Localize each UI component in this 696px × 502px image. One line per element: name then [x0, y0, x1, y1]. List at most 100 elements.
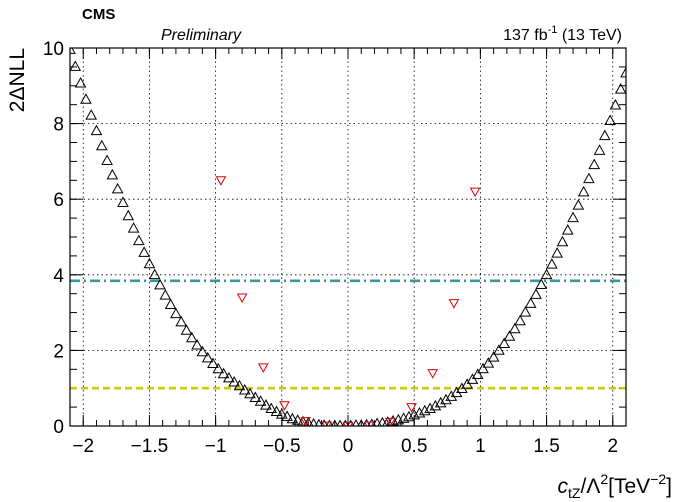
scan-point-black — [159, 289, 172, 300]
scan-point-red — [469, 187, 481, 198]
scan-point-black — [207, 357, 219, 369]
scan-point-black — [286, 412, 299, 424]
scan-point-black — [90, 124, 103, 136]
scan-point-black — [418, 404, 431, 416]
x-tick-label: −0.5 — [263, 436, 301, 457]
scan-point-black — [572, 199, 585, 210]
scan-point-black — [70, 48, 76, 54]
luminosity-exponent: -1 — [548, 24, 558, 36]
scan-point-black — [117, 196, 129, 207]
scan-point-black — [303, 416, 314, 426]
data-markers — [70, 48, 626, 426]
scan-point-black — [101, 154, 113, 166]
scan-point-red — [236, 293, 248, 303]
scan-point-red — [448, 299, 460, 309]
scan-point-black — [170, 307, 182, 319]
scan-point-black — [614, 83, 626, 94]
scan-point-red — [321, 421, 333, 426]
luminosity-energy: (13 TeV) — [557, 27, 622, 44]
y-tick-label: 10 — [43, 39, 64, 60]
scan-point-black — [503, 330, 516, 341]
scan-point-black — [546, 258, 558, 269]
scan-point-black — [217, 367, 230, 379]
scan-point-black — [164, 298, 177, 310]
scan-point-black — [228, 376, 241, 387]
scan-point-black — [95, 139, 108, 151]
grid-lines — [70, 47, 626, 427]
x-tick-label: −1 — [205, 436, 227, 457]
scan-point-black — [609, 98, 622, 110]
experiment-label: CMS — [82, 6, 115, 23]
x-tick-label: 0 — [343, 436, 354, 457]
scan-point-black — [530, 288, 542, 299]
scan-point-black — [85, 109, 98, 120]
scan-point-black — [434, 396, 447, 408]
y-tick-label: 6 — [53, 190, 64, 211]
scan-point-black — [413, 406, 426, 418]
x-axis-label-scale: /Λ — [580, 475, 600, 498]
y-axis-label: 2ΔNLL — [6, 48, 29, 112]
scan-point-black — [424, 402, 436, 413]
scan-point-black — [493, 344, 505, 355]
y-tick-label: 4 — [53, 266, 64, 287]
tick-labels: −2 −1.5 −1 −0.5 0 0.5 1 1.5 2 0 2 4 6 8 10 — [43, 39, 618, 457]
x-axis-label-power: 2 — [600, 471, 608, 487]
scan-point-black — [508, 322, 521, 334]
reference-lines — [70, 279, 626, 390]
plot-frame — [69, 47, 627, 427]
scan-point-red — [427, 369, 439, 379]
scan-point-red — [300, 417, 311, 426]
x-axis-label: ctZ/Λ2[TeV−2] — [558, 471, 672, 501]
scan-point-black — [561, 224, 574, 235]
luminosity-label: 137 fb-1 (13 TeV) — [503, 24, 622, 44]
scan-point-black — [598, 129, 611, 141]
scan-point-black — [185, 331, 198, 343]
y-tick-label: 0 — [53, 417, 64, 438]
scan-point-black — [143, 257, 156, 269]
x-tick-label: 2 — [607, 436, 618, 457]
scan-point-black — [138, 246, 150, 257]
x-axis-label-unit: [TeV — [608, 475, 650, 498]
scan-point-black — [244, 387, 256, 399]
scan-point-black — [154, 278, 166, 290]
scan-point-black — [201, 351, 214, 363]
scan-point-black — [593, 144, 606, 155]
scan-point-black — [70, 60, 82, 71]
scan-point-black — [336, 419, 344, 426]
x-axis-label-symbol: c — [558, 475, 569, 498]
scan-point-black — [270, 405, 283, 417]
scan-point-black — [583, 172, 595, 184]
scan-point-black — [106, 168, 119, 180]
x-tick-label: −1.5 — [131, 436, 169, 457]
scan-point-black — [148, 268, 161, 280]
scan-point-black — [551, 247, 564, 258]
y-tick-label: 2 — [53, 341, 64, 362]
scan-point-red — [257, 363, 269, 373]
scan-point-black — [196, 345, 209, 357]
scan-point-black — [471, 368, 484, 379]
scan-point-black — [556, 235, 569, 247]
scan-point-black — [604, 114, 616, 125]
scan-point-black — [524, 297, 537, 308]
scan-point-black — [519, 306, 532, 317]
scan-point-black — [254, 395, 267, 406]
scan-point-black — [238, 383, 251, 395]
x-tick-label: 0.5 — [401, 436, 427, 457]
scan-point-black — [540, 268, 553, 280]
scan-point-black — [212, 362, 225, 374]
scan-point-black — [275, 408, 288, 419]
x-axis-label-unit-power: −2 — [650, 471, 666, 487]
scan-point-black — [122, 209, 135, 221]
scan-point-black — [233, 379, 246, 391]
x-tick-label: −2 — [72, 436, 94, 457]
scan-point-black — [535, 278, 548, 290]
scan-point-black — [498, 337, 511, 348]
scan-point-black — [403, 410, 415, 422]
x-tick-label: 1 — [475, 436, 486, 457]
scan-point-red — [385, 417, 396, 426]
scan-point-black — [223, 371, 235, 383]
scan-point-black — [265, 402, 278, 413]
scan-point-black — [620, 66, 626, 78]
scan-point-red — [342, 422, 354, 426]
